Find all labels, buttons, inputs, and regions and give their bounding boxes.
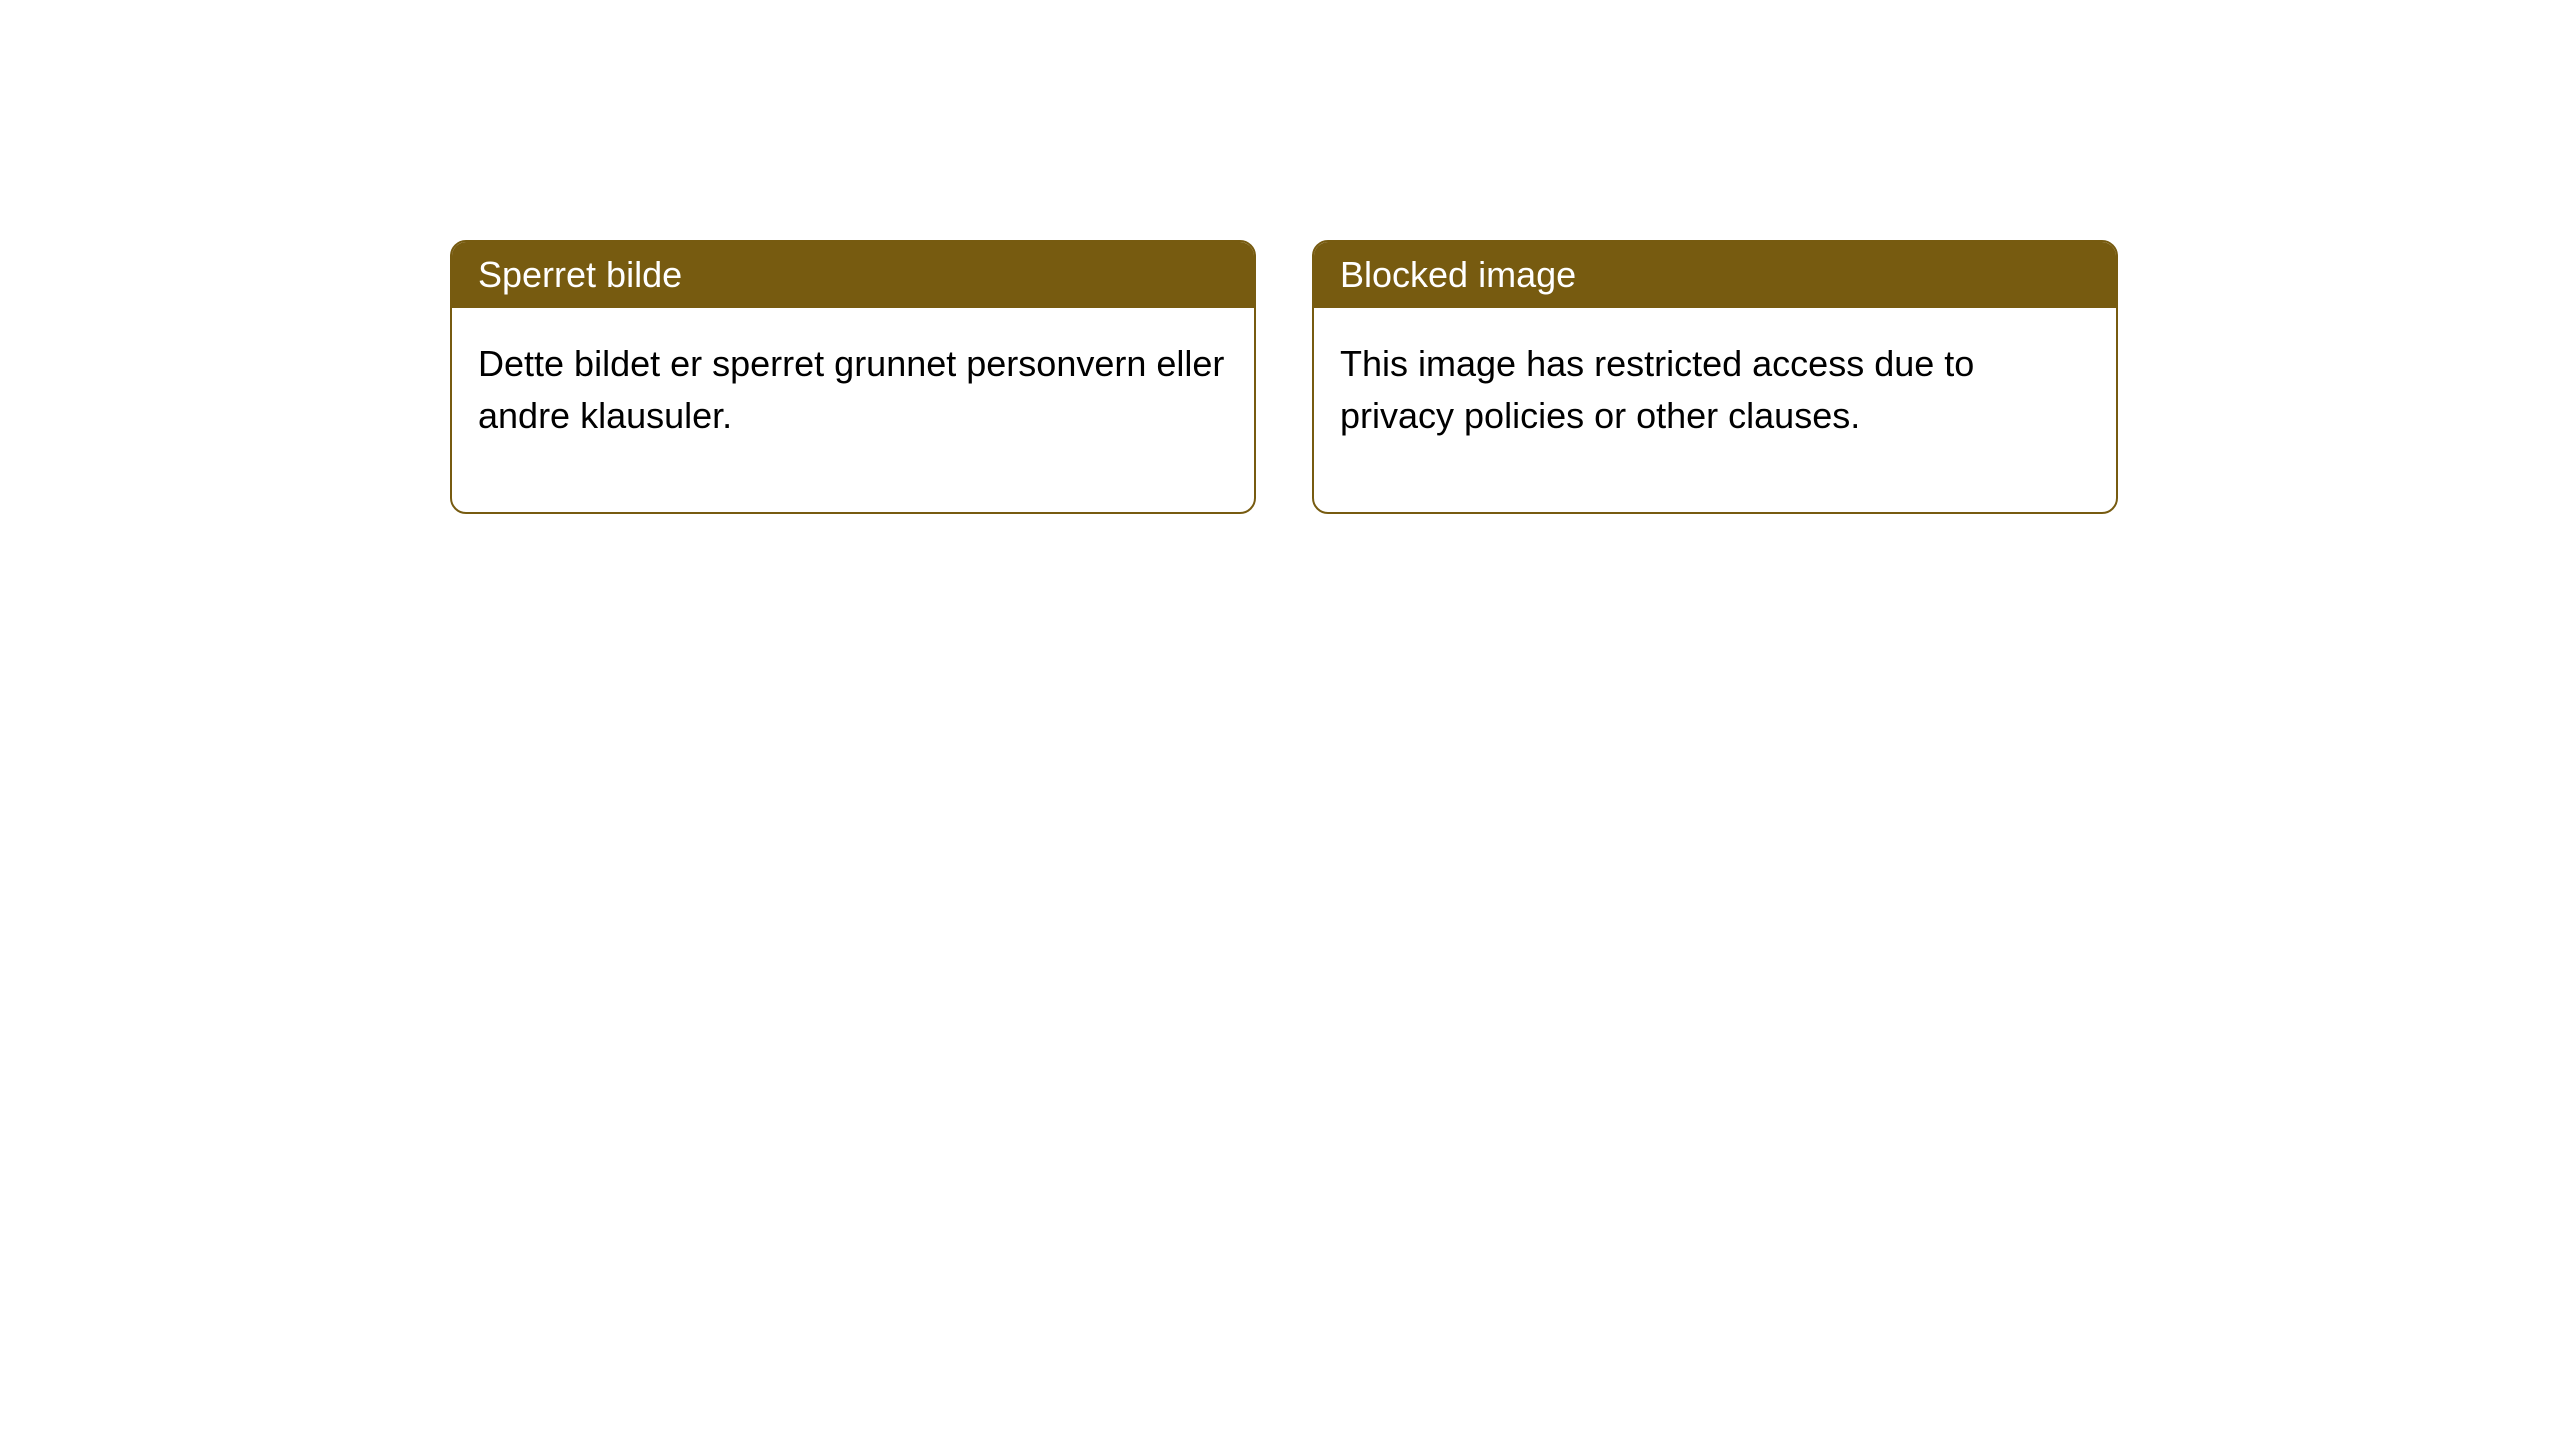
- notice-message-en: This image has restricted access due to …: [1340, 343, 1974, 436]
- notice-message-no: Dette bildet er sperret grunnet personve…: [478, 343, 1224, 436]
- notice-title-no: Sperret bilde: [478, 254, 682, 295]
- notice-card-en: Blocked image This image has restricted …: [1312, 240, 2118, 514]
- notice-card-no: Sperret bilde Dette bildet er sperret gr…: [450, 240, 1256, 514]
- notice-header-en: Blocked image: [1314, 242, 2116, 308]
- notice-title-en: Blocked image: [1340, 254, 1576, 295]
- notice-header-no: Sperret bilde: [452, 242, 1254, 308]
- notice-container: Sperret bilde Dette bildet er sperret gr…: [450, 240, 2118, 514]
- notice-body-en: This image has restricted access due to …: [1314, 308, 2116, 512]
- notice-body-no: Dette bildet er sperret grunnet personve…: [452, 308, 1254, 512]
